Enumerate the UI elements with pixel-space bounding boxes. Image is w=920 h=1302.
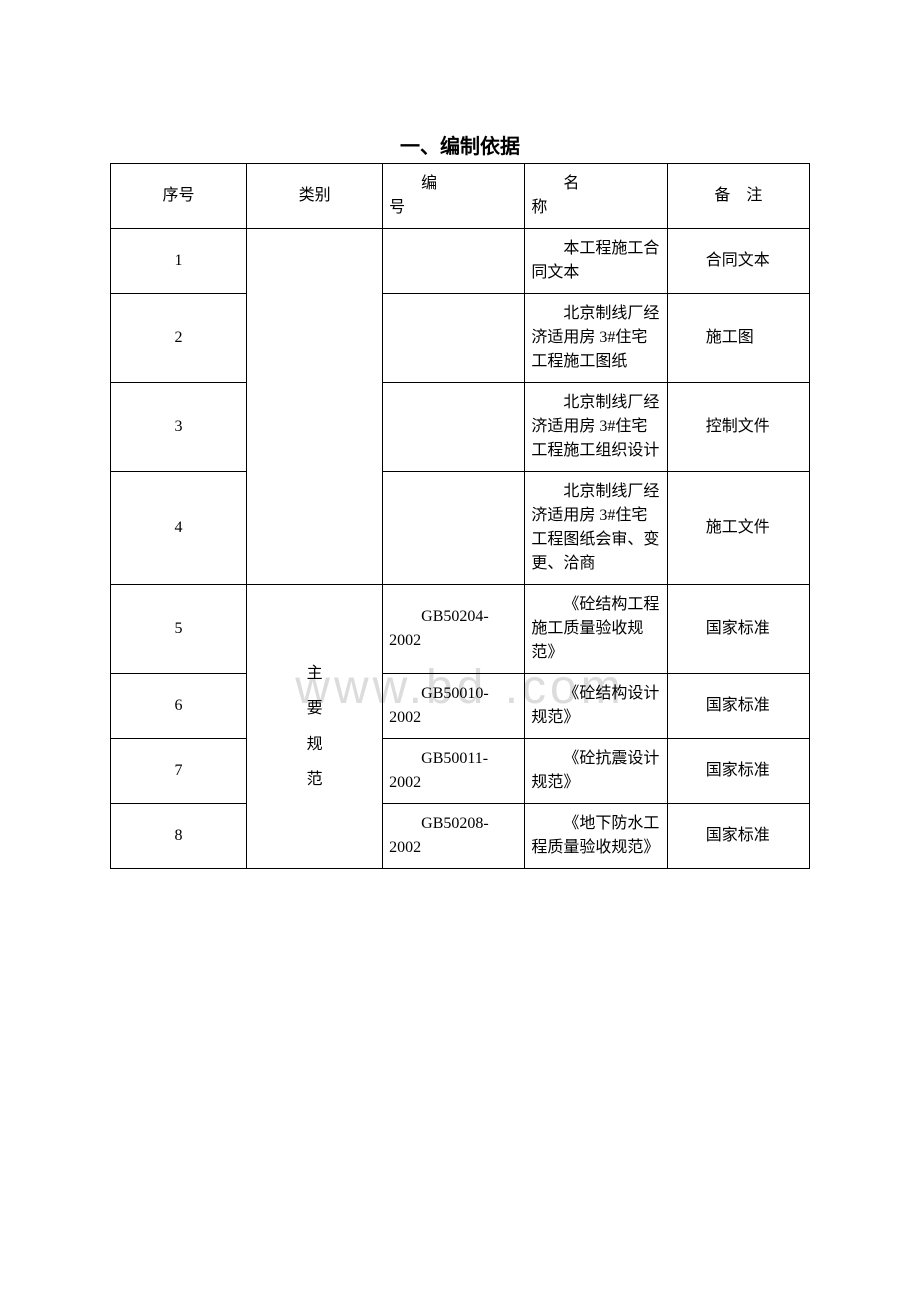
- cell-seq: 7: [111, 739, 247, 804]
- cell-remark: 国家标准: [667, 674, 809, 739]
- cell-seq: 1: [111, 229, 247, 294]
- header-code-line2: 号: [389, 196, 518, 220]
- header-remark: 备 注: [667, 164, 809, 229]
- cell-code: [383, 229, 525, 294]
- basis-table: 序号 类别 编 号 名 称 备 注 1 本工程施工合同文本 合同文本 2 北京制…: [110, 163, 810, 869]
- cell-cat-group1: [247, 229, 383, 585]
- cell-code: [383, 383, 525, 472]
- table-row: 6 GB50010-2002 《砼结构设计规范》 国家标准: [111, 674, 810, 739]
- table-row: 2 北京制线厂经济适用房 3#住宅工程施工图纸 施工图: [111, 294, 810, 383]
- header-code: 编 号: [383, 164, 525, 229]
- header-name-line2: 称: [531, 196, 660, 220]
- cell-remark: 国家标准: [667, 804, 809, 869]
- header-cat: 类别: [247, 164, 383, 229]
- cell-code: GB50011-2002: [383, 739, 525, 804]
- cell-code: GB50208-2002: [383, 804, 525, 869]
- cell-code: GB50204-2002: [383, 585, 525, 674]
- table-row: 4 北京制线厂经济适用房 3#住宅工程图纸会审、变更、洽商 施工文件: [111, 472, 810, 585]
- cell-name: 本工程施工合同文本: [525, 229, 667, 294]
- table-row: 5 主 要 规 范 GB50204-2002 《砼结构工程施工质量验收规范》 国…: [111, 585, 810, 674]
- table-row: 8 GB50208-2002 《地下防水工程质量验收规范》 国家标准: [111, 804, 810, 869]
- cell-seq: 8: [111, 804, 247, 869]
- table-header-row: 序号 类别 编 号 名 称 备 注: [111, 164, 810, 229]
- header-seq: 序号: [111, 164, 247, 229]
- cell-seq: 5: [111, 585, 247, 674]
- table-row: 7 GB50011-2002 《砼抗震设计规范》 国家标准: [111, 739, 810, 804]
- cell-code: GB50010-2002: [383, 674, 525, 739]
- cell-seq: 6: [111, 674, 247, 739]
- cell-name: 《砼结构设计规范》: [525, 674, 667, 739]
- header-name-line1: 名: [531, 172, 660, 196]
- cell-remark: 国家标准: [667, 585, 809, 674]
- table-row: 3 北京制线厂经济适用房 3#住宅工程施工组织设计 控制文件: [111, 383, 810, 472]
- cell-remark: 合同文本: [667, 229, 809, 294]
- header-name: 名 称: [525, 164, 667, 229]
- cell-seq: 4: [111, 472, 247, 585]
- cell-name: 北京制线厂经济适用房 3#住宅工程施工图纸: [525, 294, 667, 383]
- cell-seq: 3: [111, 383, 247, 472]
- cell-name: 《地下防水工程质量验收规范》: [525, 804, 667, 869]
- cell-cat-group2: 主 要 规 范: [247, 585, 383, 869]
- cell-seq: 2: [111, 294, 247, 383]
- table-row: 1 本工程施工合同文本 合同文本: [111, 229, 810, 294]
- cell-remark: 施工文件: [667, 472, 809, 585]
- cell-name: 北京制线厂经济适用房 3#住宅工程施工组织设计: [525, 383, 667, 472]
- page-title: 一、编制依据: [110, 130, 810, 159]
- cell-code: [383, 294, 525, 383]
- cell-code: [383, 472, 525, 585]
- cell-remark: 施工图: [667, 294, 809, 383]
- header-code-line1: 编: [389, 172, 518, 196]
- cell-remark: 国家标准: [667, 739, 809, 804]
- cell-name: 《砼抗震设计规范》: [525, 739, 667, 804]
- document-content: 一、编制依据 序号 类别 编 号 名 称 备 注 1 本工程施工合同文本 合同文…: [110, 130, 810, 869]
- cell-name: 《砼结构工程施工质量验收规范》: [525, 585, 667, 674]
- cell-name: 北京制线厂经济适用房 3#住宅工程图纸会审、变更、洽商: [525, 472, 667, 585]
- cell-remark: 控制文件: [667, 383, 809, 472]
